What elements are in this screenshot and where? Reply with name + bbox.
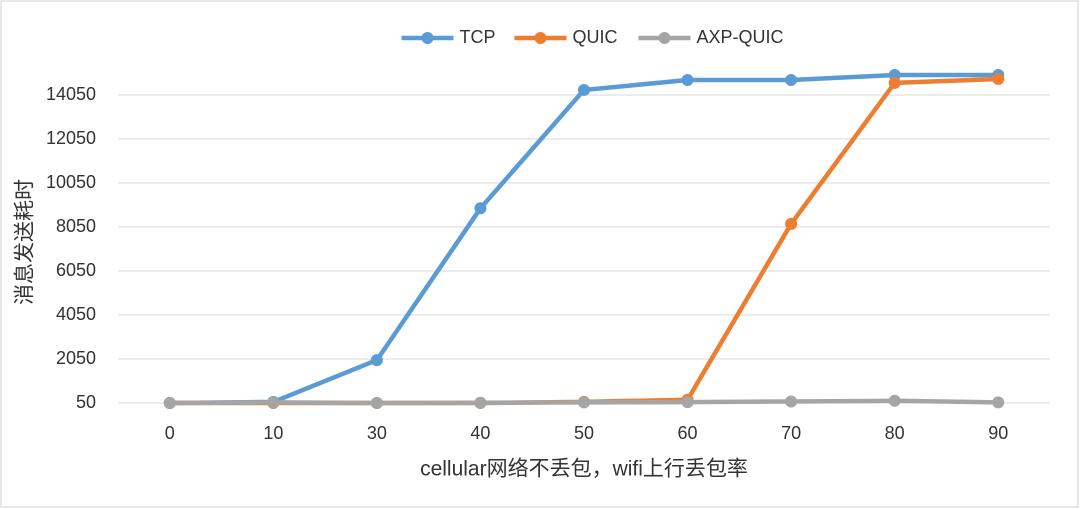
y-tick-label: 10050 (46, 172, 96, 192)
x-tick-label: 70 (781, 423, 801, 443)
x-tick-label: 0 (165, 423, 175, 443)
x-tick-label: 40 (470, 423, 490, 443)
data-point (992, 72, 1005, 85)
data-point (888, 394, 901, 407)
data-point (474, 396, 487, 409)
data-point (992, 396, 1005, 409)
data-point (888, 76, 901, 89)
legend-marker (421, 32, 434, 44)
legend-marker (658, 32, 671, 44)
legend-label: AXP-QUIC (697, 27, 784, 47)
data-point (681, 74, 694, 87)
data-point (578, 396, 590, 409)
data-point (163, 397, 176, 409)
y-tick-label: 14050 (46, 84, 96, 104)
data-point (578, 83, 590, 96)
y-tick-label: 6050 (56, 260, 96, 280)
y-tick-label: 4050 (56, 304, 96, 324)
data-point (681, 396, 694, 409)
x-tick-label: 10 (263, 423, 283, 443)
x-tick-label: 50 (574, 423, 594, 443)
data-point (267, 396, 280, 409)
data-point (785, 395, 798, 408)
x-tick-label: 90 (988, 423, 1008, 443)
x-tick-label: 80 (885, 423, 905, 443)
data-point (370, 397, 383, 409)
data-point (370, 354, 383, 367)
legend-label: TCP (460, 27, 496, 47)
legend-label: QUIC (573, 27, 618, 47)
y-tick-label: 50 (76, 392, 96, 412)
data-point (785, 217, 798, 230)
data-point (474, 202, 487, 215)
y-tick-label: 2050 (56, 348, 96, 368)
x-axis-title: cellular网络不丢包，wifi上行丢包率 (420, 458, 748, 481)
y-tick-label: 12050 (46, 128, 96, 148)
data-point (785, 74, 798, 87)
x-tick-label: 60 (678, 423, 698, 443)
y-tick-label: 8050 (56, 216, 96, 236)
x-tick-label: 30 (367, 423, 387, 443)
legend-marker (534, 32, 547, 44)
y-axis-title: 消息发送耗时 (14, 179, 37, 305)
